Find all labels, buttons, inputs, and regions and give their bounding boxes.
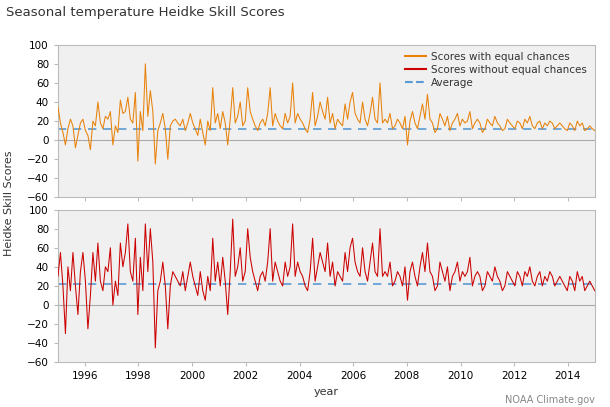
Legend: Scores with equal chances, Scores without equal chances, Average: Scores with equal chances, Scores withou… (405, 52, 587, 88)
Text: Seasonal temperature Heidke Skill Scores: Seasonal temperature Heidke Skill Scores (6, 6, 285, 19)
X-axis label: year: year (314, 387, 339, 397)
Text: NOAA Climate.gov: NOAA Climate.gov (505, 395, 595, 405)
Text: Heidke Skill Scores: Heidke Skill Scores (4, 151, 14, 256)
